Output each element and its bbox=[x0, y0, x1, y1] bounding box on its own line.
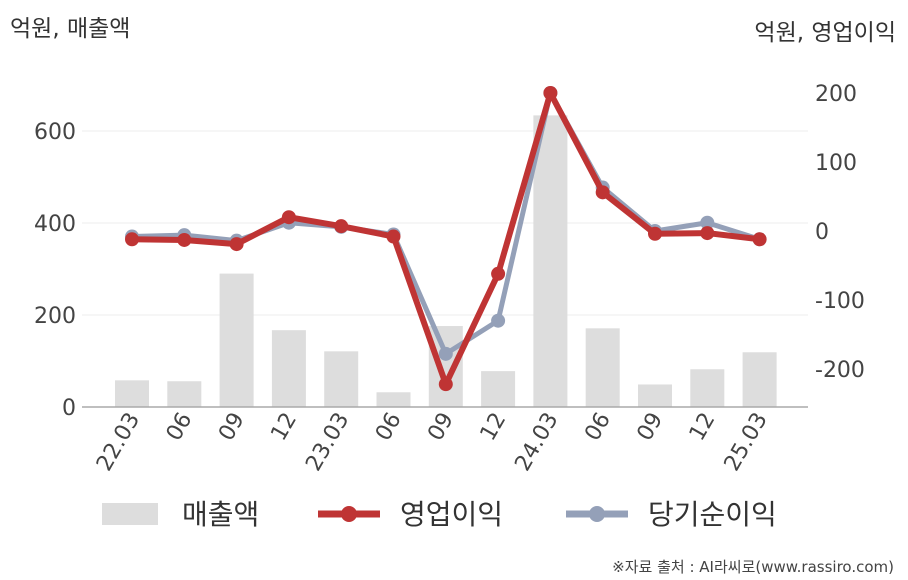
left-tick-label: 200 bbox=[34, 304, 76, 329]
legend-marker-net-income bbox=[589, 506, 605, 522]
right-tick-label: 0 bbox=[815, 220, 829, 245]
revenue-bar bbox=[376, 392, 411, 407]
revenue-bar bbox=[167, 381, 202, 407]
legend-label-net-income: 당기순이익 bbox=[648, 498, 777, 531]
revenue-bars bbox=[115, 115, 777, 408]
x-tick-label: 24.03 bbox=[510, 409, 563, 476]
left-axis-ticks: 0 200 400 600 bbox=[34, 120, 76, 421]
legend-swatch-revenue bbox=[102, 503, 158, 525]
revenue-bar bbox=[690, 369, 725, 407]
x-tick-label: 22.03 bbox=[92, 409, 145, 476]
operating-profit-point bbox=[543, 86, 558, 100]
operating-profit-point bbox=[491, 266, 506, 281]
right-tick-label: -100 bbox=[815, 289, 865, 314]
right-tick-label: 200 bbox=[815, 82, 857, 107]
right-axis-ticks: -200 -100 0 100 200 bbox=[815, 82, 865, 383]
x-tick-label: 12 bbox=[476, 408, 512, 445]
net-income-point bbox=[491, 313, 506, 328]
operating-profit-point bbox=[648, 226, 662, 241]
revenue-bar bbox=[219, 273, 254, 407]
revenue-bar bbox=[428, 326, 463, 407]
source-note: ※자료 출처 : AI라씨로(www.rassiro.com) bbox=[612, 558, 894, 576]
net-income-point bbox=[700, 215, 715, 230]
legend: 매출액 영업이익 당기순이익 bbox=[102, 498, 777, 531]
operating-profit-point bbox=[438, 377, 453, 392]
legend-label-revenue: 매출액 bbox=[182, 498, 259, 531]
revenue-bar bbox=[115, 380, 149, 407]
x-tick-label: 09 bbox=[214, 409, 250, 446]
legend-marker-operating-profit bbox=[341, 506, 357, 522]
x-tick-label: 25.03 bbox=[720, 409, 773, 476]
left-tick-label: 600 bbox=[34, 120, 76, 145]
right-axis-title: 억원, 영업이익 bbox=[754, 20, 896, 46]
x-axis-ticks: 22.03 06 09 12 23.03 06 09 12 24.03 06 09 12 25.03 bbox=[92, 408, 773, 475]
left-tick-label: 0 bbox=[62, 396, 76, 421]
revenue-bar bbox=[585, 328, 620, 407]
left-tick-label: 400 bbox=[34, 212, 76, 237]
revenue-bar bbox=[742, 352, 777, 407]
left-axis-title: 억원, 매출액 bbox=[10, 16, 130, 42]
x-tick-label: 09 bbox=[423, 409, 459, 446]
x-tick-label: 12 bbox=[685, 409, 721, 446]
right-tick-label: -200 bbox=[815, 358, 865, 383]
gridlines bbox=[82, 130, 808, 316]
x-tick-label: 06 bbox=[371, 409, 407, 446]
operating-profit-point bbox=[125, 232, 139, 247]
x-tick-label: 09 bbox=[633, 409, 669, 446]
line-series bbox=[125, 86, 767, 392]
operating-profit-point bbox=[281, 210, 296, 225]
operating-profit-point bbox=[752, 232, 767, 247]
x-tick-label: 06 bbox=[162, 409, 198, 446]
revenue-bar bbox=[271, 330, 306, 407]
x-tick-label: 23.03 bbox=[301, 409, 354, 476]
operating-profit-point bbox=[595, 185, 610, 200]
net-income-point bbox=[438, 346, 453, 361]
revenue-bar bbox=[324, 351, 359, 407]
x-tick-label: 06 bbox=[580, 409, 616, 446]
operating-profit-point bbox=[386, 229, 401, 244]
legend-label-operating-profit: 영업이익 bbox=[400, 498, 503, 531]
operating-profit-point bbox=[334, 219, 349, 234]
right-tick-label: 100 bbox=[815, 151, 857, 176]
operating-profit-point bbox=[229, 237, 244, 252]
revenue-bar bbox=[481, 371, 516, 407]
x-tick-label: 12 bbox=[266, 409, 302, 446]
operating-profit-point bbox=[700, 226, 715, 241]
revenue-bar bbox=[533, 115, 568, 408]
revenue-bar bbox=[638, 384, 672, 407]
operating-profit-point bbox=[177, 232, 192, 247]
